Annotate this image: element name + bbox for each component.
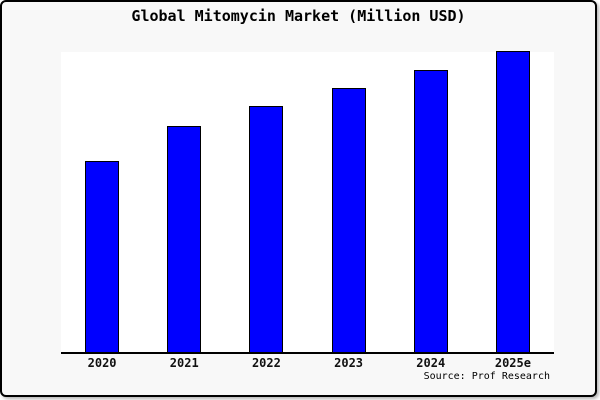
- bar-2021: [167, 126, 202, 352]
- x-tick-label-2021: 2021: [169, 356, 199, 370]
- chart-title: Global Mitomycin Market (Million USD): [131, 7, 466, 25]
- source-label: Source: Prof Research: [423, 371, 550, 382]
- bar-2022: [249, 106, 284, 352]
- x-tick-label-2023: 2023: [334, 356, 364, 370]
- x-tick-label-2025e: 2025e: [494, 356, 531, 370]
- bar-2024: [413, 70, 448, 352]
- bar-2025e: [495, 51, 530, 352]
- bar-2023: [331, 88, 366, 352]
- x-tick-label-2024: 2024: [416, 356, 446, 370]
- x-tick-label-2020: 2020: [87, 356, 117, 370]
- x-tick-label-2022: 2022: [251, 356, 281, 370]
- bar-2020: [85, 161, 120, 352]
- plot-area: [61, 51, 554, 354]
